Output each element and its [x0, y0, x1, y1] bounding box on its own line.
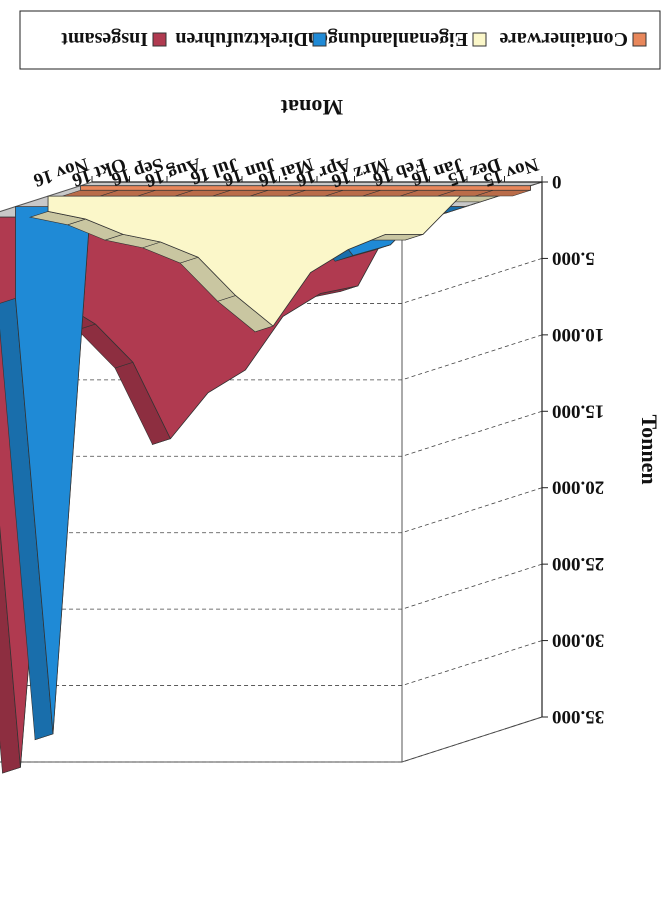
legend-swatch: [473, 33, 486, 46]
legend-swatch: [153, 33, 166, 46]
y-tick-label: 20.000: [552, 477, 604, 498]
y-axis-title: Tonnen: [637, 414, 662, 484]
x-axis-title: Monat: [280, 95, 343, 120]
legend-swatch: [313, 33, 326, 46]
side-wall: [402, 182, 542, 762]
legend-label: Eigenanlandungen: [308, 28, 468, 50]
legend-label: Containerware: [499, 28, 628, 50]
y-tick-label: 10.000: [552, 324, 604, 345]
y-tick-label: 15.000: [552, 400, 604, 421]
y-tick-label: 35.000: [552, 706, 604, 727]
legend-label: Insgesamt: [61, 28, 148, 50]
y-tick-label: 30.000: [552, 630, 604, 651]
legend-label: Direktzufuhren: [175, 28, 308, 50]
y-tick-label: 5.000: [552, 247, 595, 268]
legend: Containerware EigenanlandungenDirektzufuh…: [20, 11, 660, 69]
rotated-chart-group: 0 5.000 10.000 15.000 20.000 25.000 30.000 35.0…: [0, 11, 662, 773]
y-tick-label: 25.000: [552, 553, 604, 574]
legend-swatch: [633, 33, 646, 46]
y-tick-label: 0: [552, 171, 562, 192]
